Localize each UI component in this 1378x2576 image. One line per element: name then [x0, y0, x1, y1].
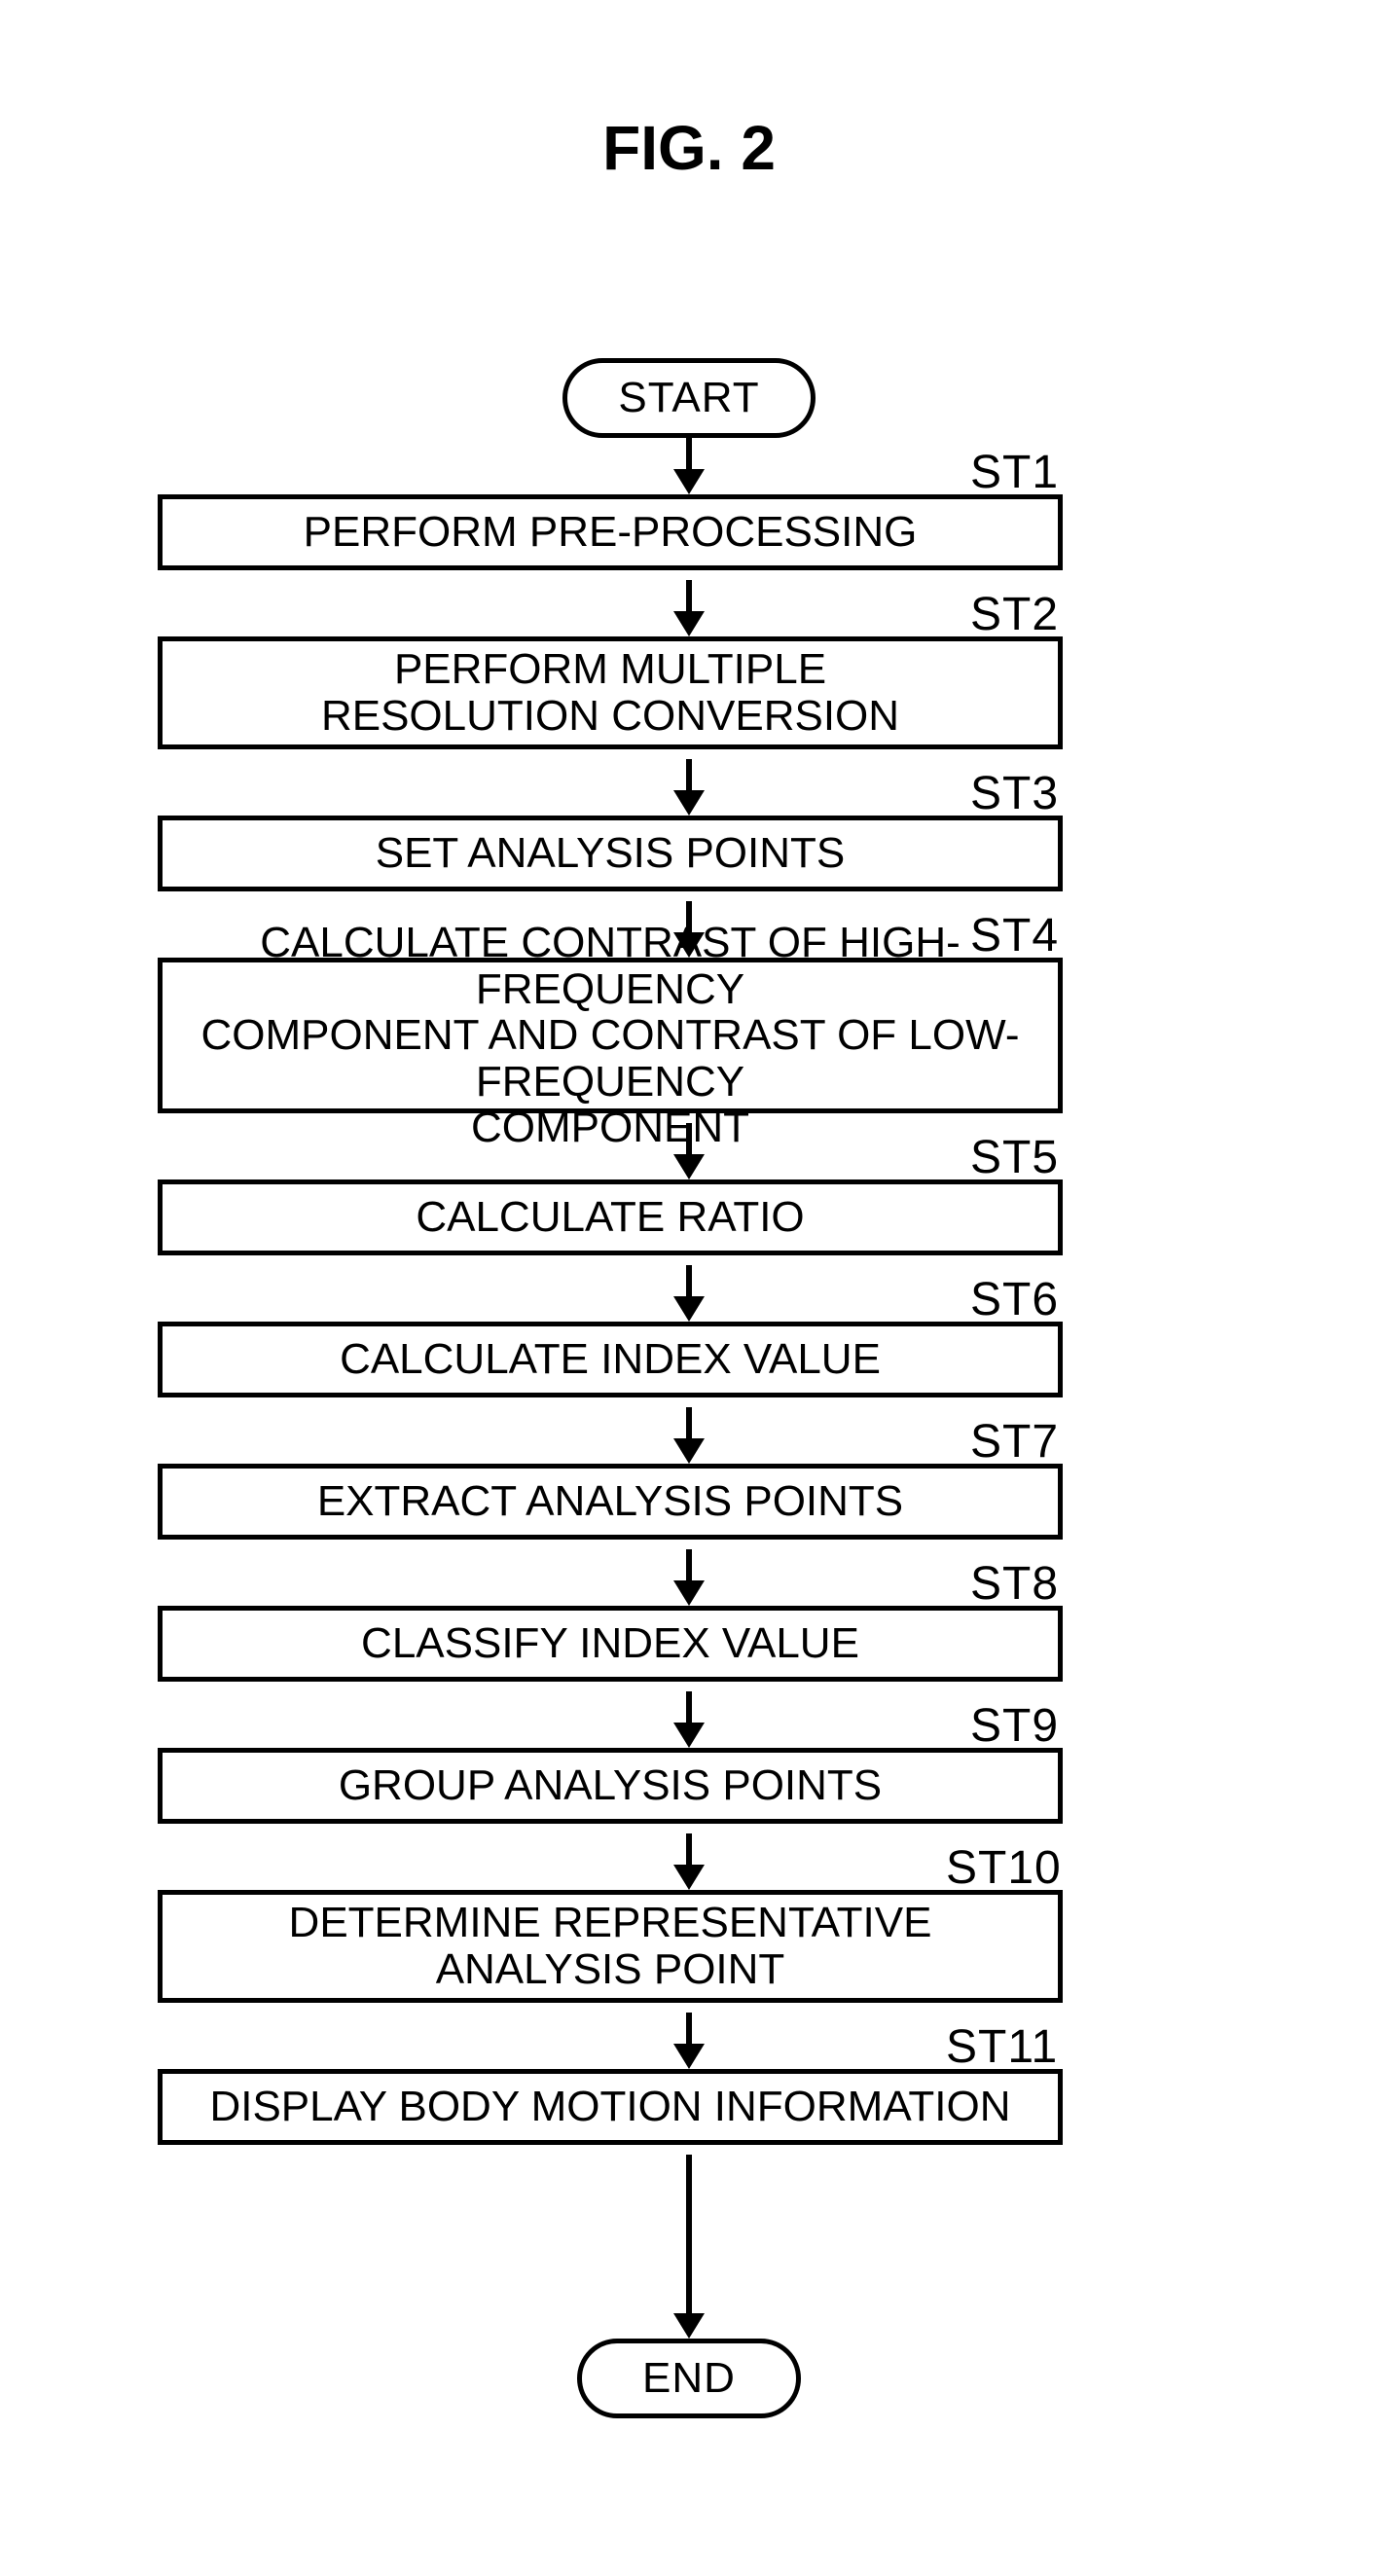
flow-arrow-head-icon — [673, 790, 705, 816]
process-st5: CALCULATE RATIO — [158, 1179, 1063, 1255]
process-st3: SET ANALYSIS POINTS — [158, 816, 1063, 891]
process-st9: GROUP ANALYSIS POINTS — [158, 1748, 1063, 1824]
process-text: PERFORM PRE-PROCESSING — [304, 509, 918, 556]
flow-arrow-head-icon — [673, 1865, 705, 1890]
flow-arrow-shaft — [686, 2013, 692, 2044]
process-st7: EXTRACT ANALYSIS POINTS — [158, 1464, 1063, 1540]
step-label-st3: ST3 — [970, 767, 1059, 820]
flow-arrow-head-icon — [673, 1296, 705, 1322]
flow-arrow-shaft — [686, 580, 692, 611]
flow-arrow-shaft — [686, 1691, 692, 1723]
start-terminal: START — [562, 358, 816, 438]
flow-arrow-head-icon — [673, 2313, 705, 2339]
flow-arrow-shaft — [686, 438, 692, 469]
process-st4: CALCULATE CONTRAST OF HIGH-FREQUENCYCOMP… — [158, 958, 1063, 1113]
step-label-st2: ST2 — [970, 588, 1059, 641]
flow-arrow-shaft — [686, 759, 692, 790]
process-st2: PERFORM MULTIPLERESOLUTION CONVERSION — [158, 636, 1063, 749]
process-text: SET ANALYSIS POINTS — [376, 830, 846, 877]
process-text: CALCULATE RATIO — [416, 1194, 804, 1241]
process-st1: PERFORM PRE-PROCESSING — [158, 494, 1063, 570]
step-label-st11: ST11 — [946, 2020, 1058, 2074]
process-text: CALCULATE CONTRAST OF HIGH-FREQUENCYCOMP… — [172, 920, 1048, 1151]
step-label-st4: ST4 — [970, 909, 1059, 962]
process-text: DETERMINE REPRESENTATIVEANALYSIS POINT — [289, 1900, 932, 1992]
process-text: EXTRACT ANALYSIS POINTS — [317, 1478, 903, 1525]
flow-arrow-head-icon — [673, 1723, 705, 1748]
flow-arrow-shaft — [686, 1549, 692, 1580]
step-label-st7: ST7 — [970, 1415, 1059, 1469]
flow-arrow-shaft — [686, 1265, 692, 1296]
step-label-st1: ST1 — [970, 446, 1059, 499]
process-text: DISPLAY BODY MOTION INFORMATION — [209, 2084, 1010, 2130]
step-label-st8: ST8 — [970, 1557, 1059, 1611]
process-text: CLASSIFY INDEX VALUE — [361, 1620, 859, 1667]
flow-arrow-head-icon — [673, 611, 705, 636]
flow-arrow-shaft — [686, 1407, 692, 1438]
flowchart-canvas: FIG. 2 START PERFORM PRE-PROCESSING ST1 PE… — [0, 0, 1378, 2576]
process-st11: DISPLAY BODY MOTION INFORMATION — [158, 2069, 1063, 2145]
flow-arrow-shaft — [686, 1123, 692, 1154]
process-text: PERFORM MULTIPLERESOLUTION CONVERSION — [321, 646, 899, 739]
flow-arrow-head-icon — [673, 1438, 705, 1464]
flow-arrow-head-icon — [673, 469, 705, 494]
flow-arrow-head-icon — [673, 1580, 705, 1606]
step-label-st9: ST9 — [970, 1699, 1059, 1753]
process-text: CALCULATE INDEX VALUE — [340, 1336, 881, 1383]
process-st8: CLASSIFY INDEX VALUE — [158, 1606, 1063, 1682]
end-terminal: END — [577, 2339, 801, 2418]
flow-arrow-shaft — [686, 2155, 692, 2313]
step-label-st10: ST10 — [946, 1841, 1062, 1895]
process-st10: DETERMINE REPRESENTATIVEANALYSIS POINT — [158, 1890, 1063, 2003]
step-label-st5: ST5 — [970, 1131, 1059, 1184]
flow-arrow-head-icon — [673, 1154, 705, 1179]
step-label-st6: ST6 — [970, 1273, 1059, 1326]
figure-title: FIG. 2 — [602, 112, 776, 184]
process-st6: CALCULATE INDEX VALUE — [158, 1322, 1063, 1397]
process-text: GROUP ANALYSIS POINTS — [339, 1762, 882, 1809]
flow-arrow-shaft — [686, 1833, 692, 1865]
flow-arrow-head-icon — [673, 2044, 705, 2069]
